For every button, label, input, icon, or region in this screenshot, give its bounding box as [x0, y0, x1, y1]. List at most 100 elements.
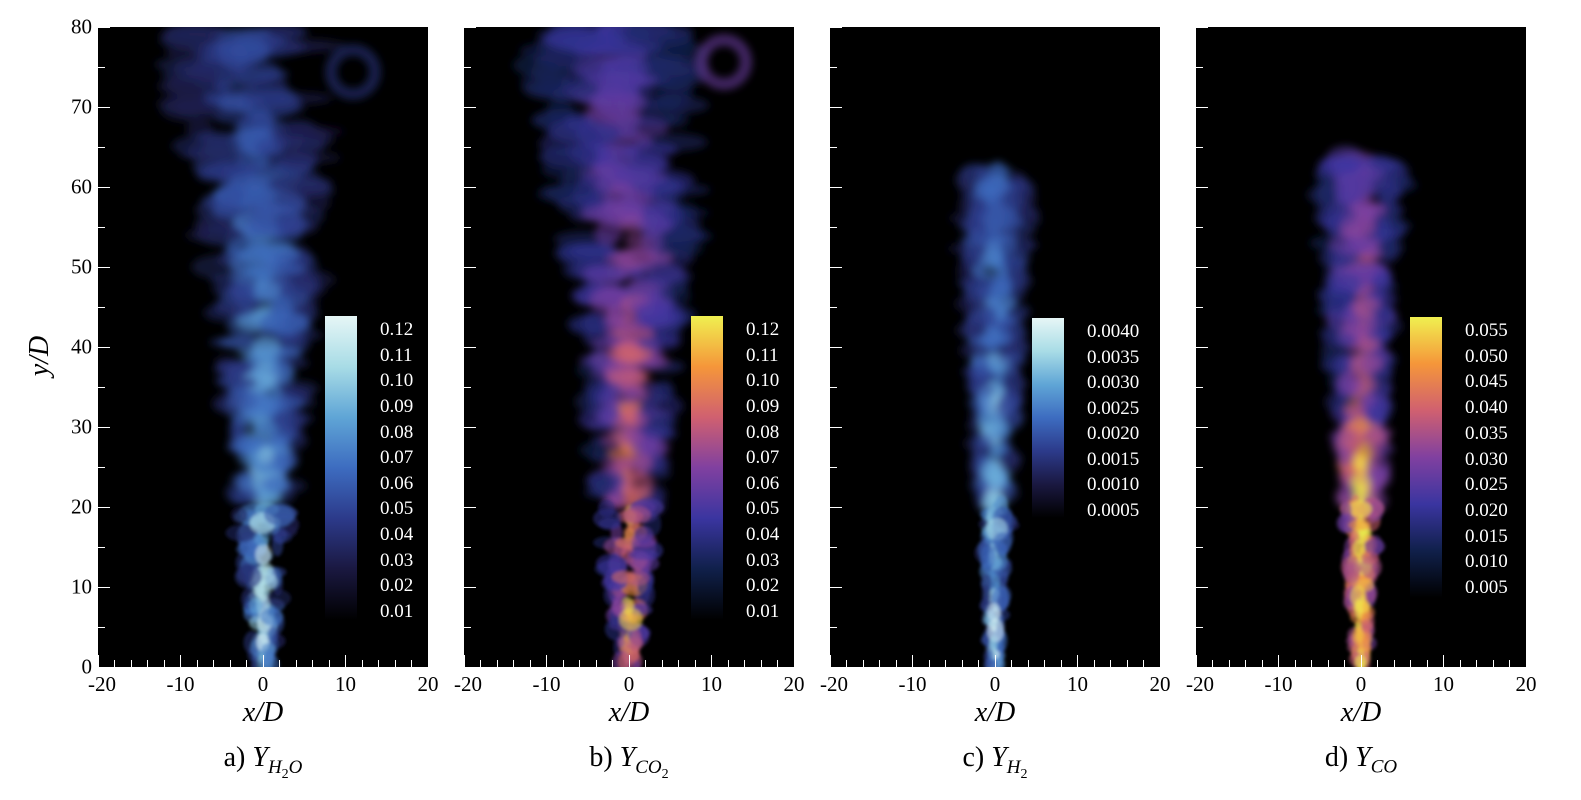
field-blob: [253, 420, 278, 440]
x-tick-mark: [760, 660, 762, 667]
x-tick-mark: [1143, 660, 1144, 667]
y-tick-mark: [830, 666, 842, 667]
field-blob: [1007, 322, 1026, 335]
y-tick-mark: [464, 146, 471, 148]
field-blob: [985, 239, 1002, 257]
y-tick-mark: [830, 306, 837, 308]
y-tick-mark: [464, 106, 476, 108]
field-blob: [965, 312, 987, 339]
y-tick-mark: [830, 426, 842, 428]
field-blob: [214, 377, 258, 388]
x-tick-mark: [595, 660, 597, 667]
field-blob: [970, 198, 989, 220]
colorbar-d: [1410, 317, 1442, 598]
x-tick-mark: [694, 660, 696, 667]
field-blob: [589, 287, 631, 314]
field-blob: [273, 408, 307, 433]
field-blob: [265, 589, 292, 607]
x-tick-mark: [711, 655, 712, 667]
field-blob: [1339, 215, 1377, 239]
caption-prefix: a): [223, 742, 246, 773]
y-tick-mark: [464, 186, 476, 188]
field-blob: [282, 335, 304, 347]
field-blob: [227, 279, 253, 301]
x-tick-mark: [1245, 660, 1246, 667]
field-blob: [1360, 618, 1371, 634]
y-tick-mark: [830, 586, 842, 588]
x-tick-mark: [262, 655, 264, 667]
y-tick-mark: [1196, 586, 1208, 588]
x-tick-label: 20: [417, 672, 439, 696]
x-tick-label: 10: [1433, 672, 1454, 696]
field-blob: [254, 280, 281, 302]
x-tick-mark: [229, 660, 231, 667]
field-blob: [583, 376, 605, 398]
colorbar-label: 0.12: [380, 319, 414, 340]
caption-variable: Y: [991, 742, 1007, 773]
x-tick-label: 0: [623, 672, 635, 696]
y-tick-mark: [1196, 186, 1208, 188]
x-tick-mark: [744, 660, 745, 667]
y-axis-label: y/D: [24, 335, 56, 377]
field-blob: [988, 649, 994, 665]
plot-panel-c: [830, 27, 1160, 667]
y-tick-mark: [98, 306, 105, 308]
field-blob: [619, 608, 643, 631]
field-blob: [583, 71, 658, 89]
field-blob: [263, 503, 297, 526]
subscript-species: CO: [635, 756, 662, 778]
field-blob: [982, 181, 998, 205]
caption-prefix: c): [962, 742, 985, 773]
panel-caption-a: a) YH2O: [224, 742, 303, 782]
x-tick-mark: [1327, 660, 1329, 667]
field-blob: [610, 342, 644, 364]
y-tick-mark: [464, 27, 476, 28]
field-blob: [1364, 427, 1384, 444]
y-tick-mark: [98, 186, 110, 188]
x-tick-mark: [1077, 655, 1078, 667]
y-tick-mark: [830, 186, 842, 188]
colorbar-label: 0.11: [746, 344, 779, 366]
field-blob: [258, 446, 274, 465]
field-blob: [564, 114, 595, 132]
field-blob: [276, 214, 306, 236]
colorbar-label: 0.08: [380, 421, 414, 443]
x-tick-mark: [480, 660, 481, 667]
x-tick-mark: [196, 660, 198, 667]
y-tick-mark: [464, 266, 476, 268]
colorbar-label: 0.09: [380, 395, 414, 417]
field-blob: [229, 416, 246, 437]
colorbar-label: 0.055: [1465, 320, 1508, 341]
x-tick-mark: [1393, 660, 1395, 667]
caption-subscript: CO: [1371, 757, 1397, 778]
field-blob: [1005, 445, 1018, 468]
colorbar-label: 0.04: [746, 524, 780, 546]
x-tick-mark: [1360, 655, 1362, 667]
x-tick-mark: [1492, 660, 1494, 667]
x-tick-mark: [496, 660, 498, 667]
y-tick-mark: [830, 27, 842, 28]
colorbar-label: 0.03: [380, 549, 414, 571]
colorbar-label: 0.0015: [1087, 448, 1140, 470]
x-tick-mark: [180, 655, 181, 667]
field-blob: [271, 535, 284, 557]
colorbar-label: 0.050: [1465, 345, 1508, 367]
field-blob: [1318, 289, 1358, 306]
plot-panel-a: [98, 27, 428, 667]
colorbar-label: 0.04: [380, 524, 414, 546]
field-blob: [522, 77, 600, 102]
x-tick-mark: [378, 660, 379, 667]
field-blob: [569, 316, 609, 336]
field-blob: [260, 607, 284, 626]
x-tick-mark: [213, 660, 214, 667]
y-tick-mark: [1196, 346, 1208, 348]
y-tick-mark: [98, 466, 105, 468]
y-tick-mark: [98, 666, 110, 667]
x-tick-mark: [1196, 655, 1197, 667]
x-tick-mark: [1093, 660, 1095, 667]
field-blob: [248, 597, 263, 615]
field-blob: [1000, 374, 1027, 393]
x-tick-label: -10: [532, 672, 561, 696]
y-tick-mark: [1196, 27, 1208, 28]
field-blob: [997, 351, 1025, 365]
